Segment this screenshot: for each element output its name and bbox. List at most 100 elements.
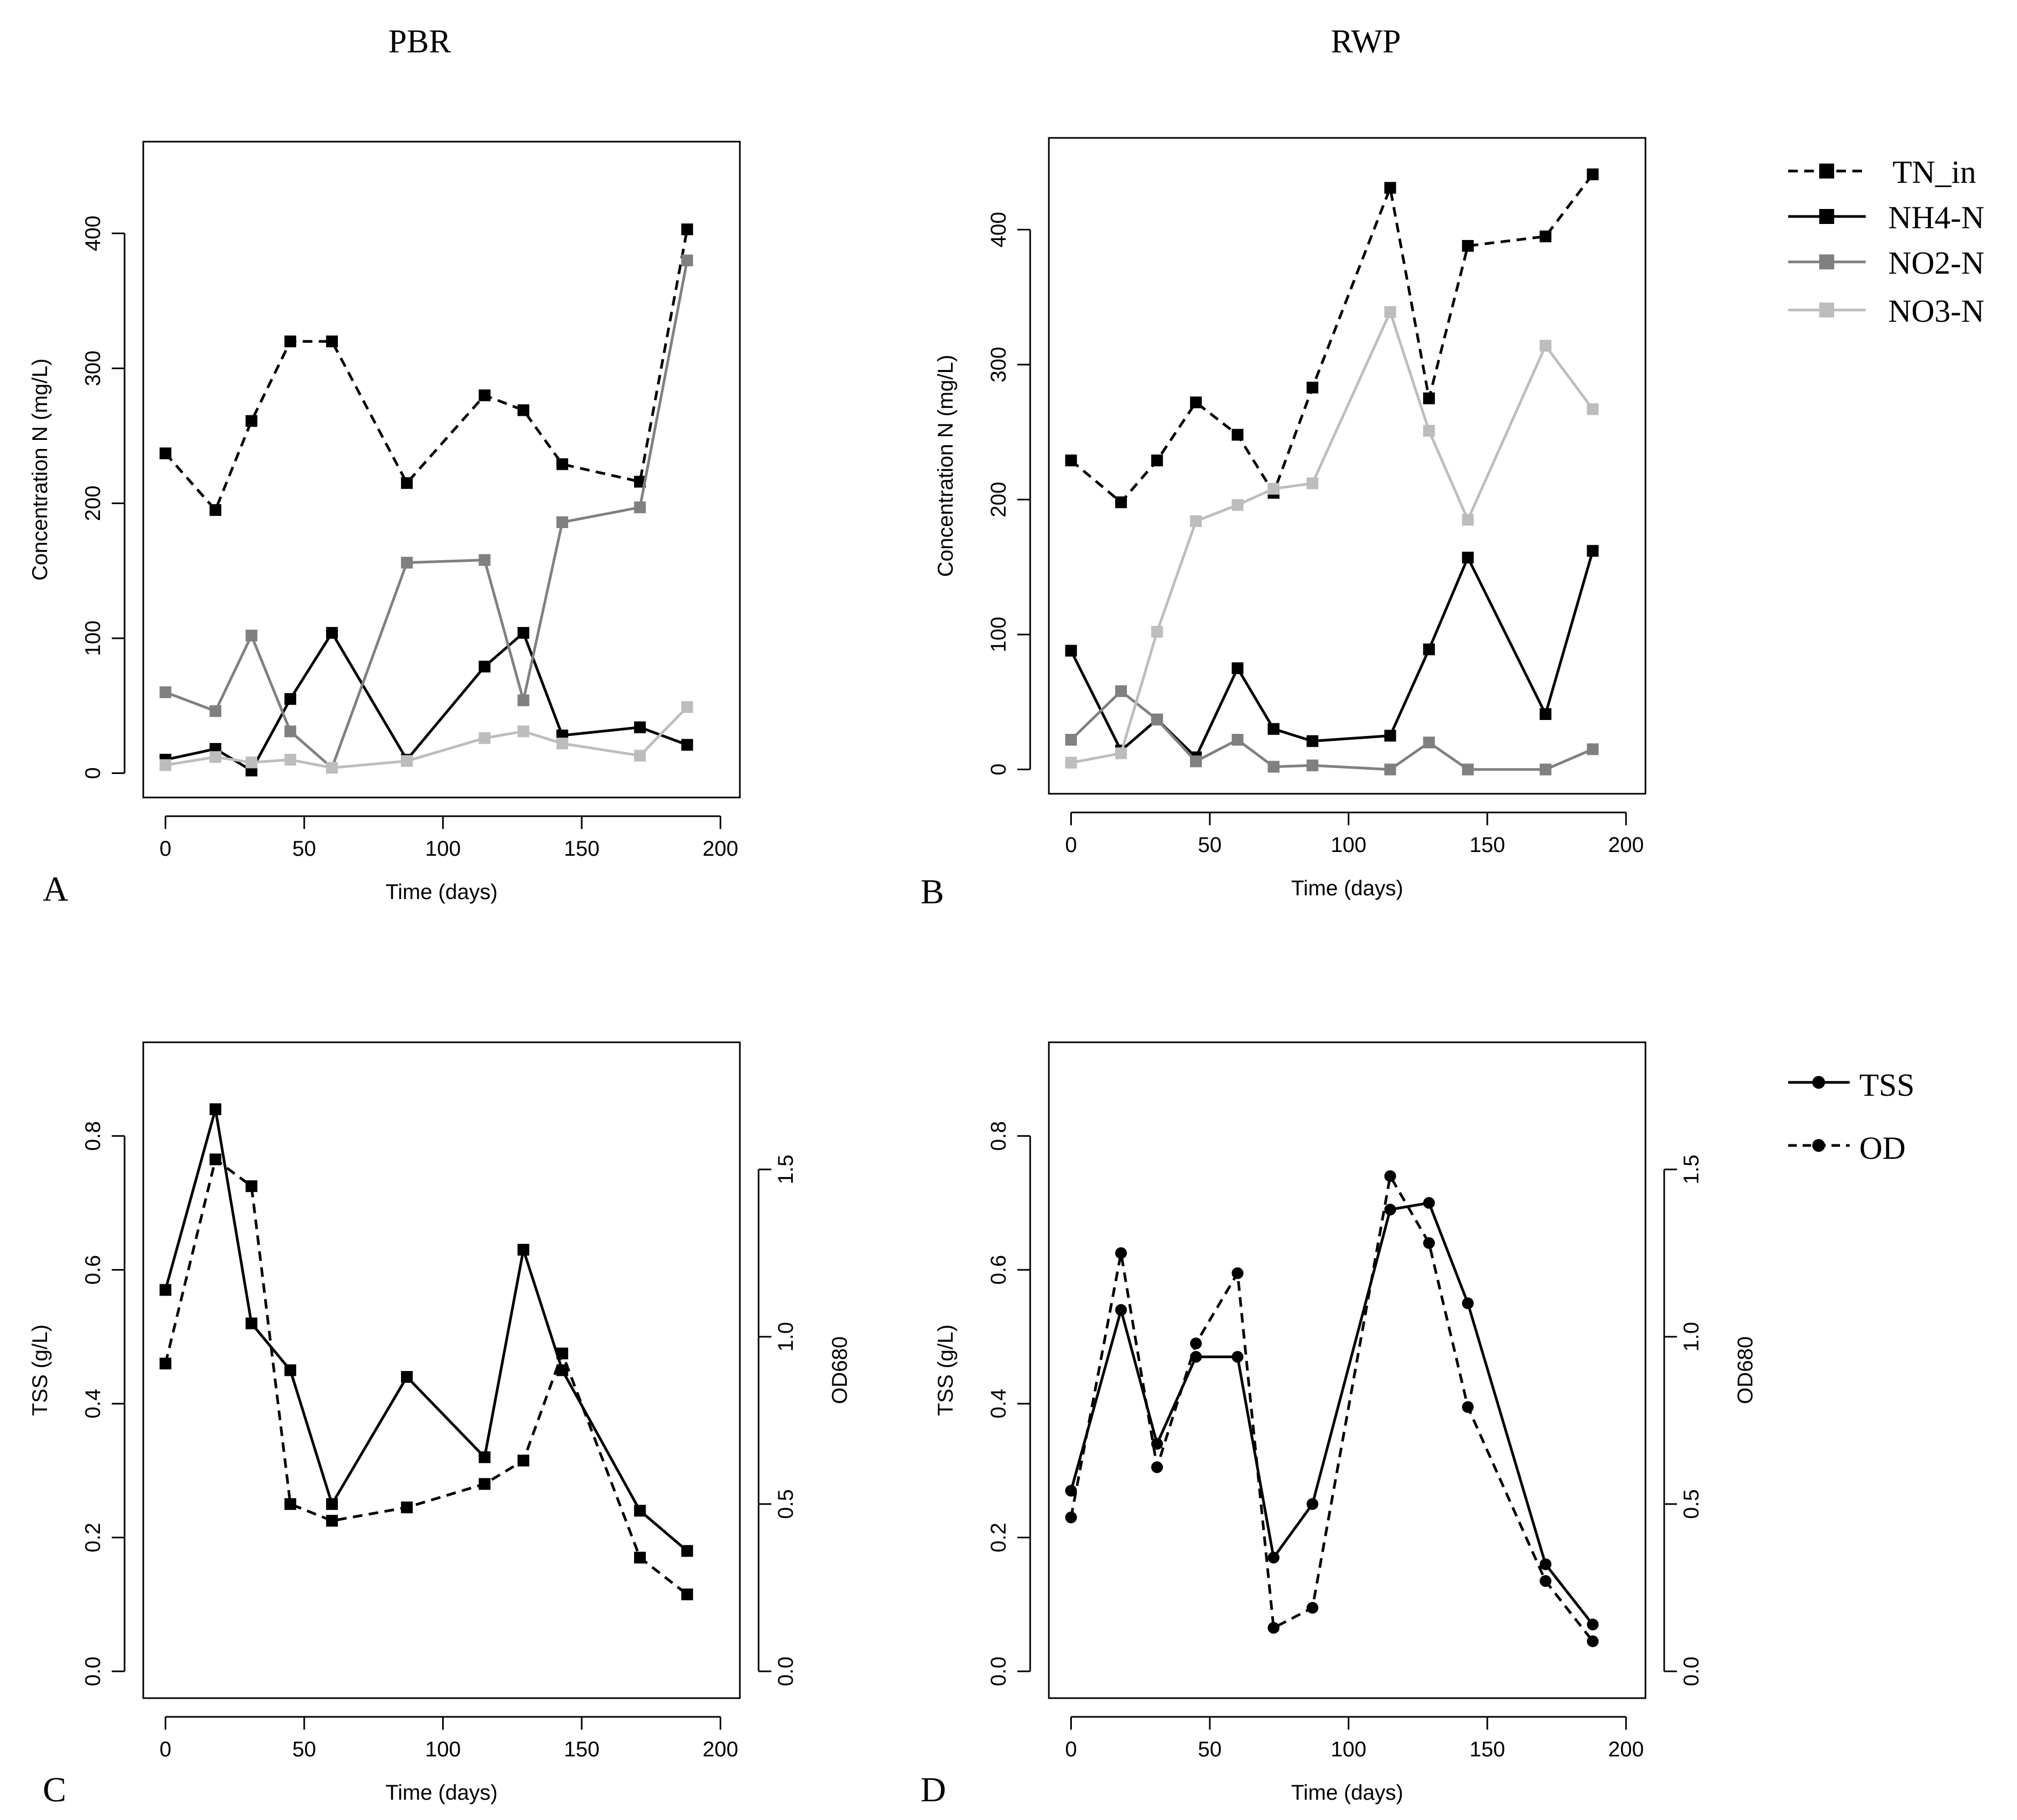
point-no2-n-day-143 — [556, 516, 568, 528]
y2-tick-label-1-0: 1.0 — [1680, 1322, 1703, 1352]
point-tss-day-171 — [634, 1505, 646, 1517]
y2-tick-label-1-5: 1.5 — [1680, 1155, 1703, 1184]
y-axis-left: 0 100 200 300 400 Concentration N (mg/L) — [934, 212, 1031, 776]
y-tick-label-0-8: 0.8 — [81, 1121, 105, 1151]
point-no2-n-day-129 — [1423, 737, 1435, 749]
point-no2-n-day-60 — [1232, 734, 1243, 746]
point-tn-in-day-45 — [1190, 396, 1202, 408]
point-tss-day-87 — [401, 1371, 413, 1383]
legend-biomass: TSS OD — [1788, 1067, 1914, 1166]
point-tss-day-188 — [1587, 1618, 1599, 1631]
y-tick-label-100: 100 — [81, 621, 105, 656]
panel-letter-b: B — [921, 872, 944, 911]
series-no3-n — [159, 701, 693, 774]
point-od-day-0 — [159, 1358, 172, 1369]
point-tss-day-0 — [159, 1284, 172, 1296]
point-tn-in-day-31 — [1151, 454, 1163, 467]
point-no3-n-day-18 — [210, 751, 221, 763]
series-no2-n — [1065, 685, 1599, 776]
x-tick-label-150: 150 — [1470, 1738, 1505, 1761]
point-no2-n-day-0 — [1065, 734, 1077, 746]
legend-label-tss: TSS — [1859, 1067, 1914, 1103]
y-axis-left: 0 100 200 300 400 Concentration N (mg/L) — [28, 215, 126, 779]
point-nh4-n-day-188 — [1587, 545, 1599, 557]
point-tss-day-171 — [1540, 1558, 1552, 1570]
y2-axis-label: OD680 — [828, 1336, 852, 1404]
series-line-od — [164, 1158, 688, 1596]
x-tick-label-200: 200 — [1608, 833, 1644, 857]
point-tn-in-day-0 — [1065, 454, 1077, 467]
x-tick-label-0: 0 — [1065, 1738, 1077, 1761]
y-axis-label: Concentration N (mg/L) — [28, 359, 52, 581]
chart-panel-c-pbr-biomass: 0 50 100 150 200 Time (days) 0.0 0.2 0.4 0.6 0.8 TS… — [28, 1041, 852, 1804]
y2-tick-label-1-5: 1.5 — [774, 1155, 798, 1184]
point-od-day-188 — [1587, 1635, 1599, 1647]
x-axis: 0 50 100 150 200 Time (days) — [159, 815, 738, 904]
panel-letter-a: A — [43, 870, 68, 909]
point-od-day-87 — [401, 1501, 413, 1514]
plot-frame — [142, 141, 741, 799]
point-no3-n-day-31 — [1151, 626, 1163, 638]
point-no3-n-day-60 — [326, 762, 338, 774]
y-axis-right: 0.0 0.5 1.0 1.5 OD680 — [758, 1155, 852, 1686]
point-no3-n-day-188 — [681, 701, 693, 713]
point-no2-n-day-143 — [1462, 763, 1474, 776]
point-tn-in-day-171 — [634, 476, 646, 488]
series-line-no2-n — [1070, 690, 1594, 771]
point-no2-n-day-188 — [1587, 743, 1599, 755]
point-tss-day-31 — [245, 1317, 258, 1329]
point-tn-in-day-18 — [1115, 496, 1127, 508]
point-tss-day-60 — [326, 1498, 338, 1510]
y-axis-label: TSS (g/L) — [28, 1325, 52, 1416]
point-no2-n-day-45 — [1190, 755, 1202, 768]
point-nh4-n-day-129 — [517, 627, 530, 639]
point-tss-day-115 — [1384, 1204, 1396, 1215]
x-tick-label-150: 150 — [564, 837, 600, 861]
point-od-day-171 — [1540, 1575, 1552, 1587]
x-tick-label-50: 50 — [292, 837, 316, 861]
point-nh4-n-day-60 — [1232, 662, 1243, 675]
series-nh4-n — [1065, 545, 1599, 763]
series-od — [1065, 1170, 1599, 1647]
panel-title-rwp: RWP — [1331, 24, 1401, 60]
point-tn-in-day-129 — [1423, 392, 1435, 405]
series-line-nh4-n — [1070, 550, 1594, 759]
x-tick-label-100: 100 — [1331, 1738, 1366, 1761]
x-axis: 0 50 100 150 200 Time (days) — [159, 1716, 738, 1804]
point-tss-day-45 — [1190, 1351, 1202, 1363]
point-od-day-18 — [210, 1153, 221, 1166]
x-tick-label-50: 50 — [1198, 833, 1222, 857]
point-no2-n-day-31 — [1151, 714, 1163, 726]
series-no3-n — [1065, 306, 1599, 769]
x-tick-label-100: 100 — [1331, 833, 1366, 857]
panel-title-pbr: PBR — [388, 24, 451, 60]
y-axis-left: 0.0 0.2 0.4 0.6 0.8 TSS (g/L) — [934, 1121, 1031, 1686]
y2-tick-label-0-5: 0.5 — [774, 1489, 798, 1519]
y-tick-label-0-0: 0.0 — [987, 1656, 1010, 1686]
point-tn-in-day-115 — [1384, 182, 1396, 194]
point-no2-n-day-45 — [284, 725, 297, 738]
point-nh4-n-day-115 — [1384, 730, 1396, 742]
point-od-day-45 — [284, 1498, 297, 1510]
point-nh4-n-day-0 — [1065, 645, 1077, 657]
point-no2-n-day-171 — [634, 501, 646, 514]
series-tss — [1065, 1197, 1599, 1631]
x-tick-label-200: 200 — [702, 1738, 738, 1761]
y-tick-label-400: 400 — [987, 212, 1010, 247]
x-tick-label-150: 150 — [1470, 833, 1505, 857]
point-tn-in-day-31 — [245, 415, 258, 427]
y-tick-label-200: 200 — [81, 485, 105, 521]
point-no3-n-day-18 — [1115, 747, 1127, 760]
point-tss-day-143 — [1462, 1297, 1474, 1310]
point-tss-day-143 — [556, 1364, 568, 1376]
point-no3-n-day-115 — [1384, 306, 1396, 318]
x-tick-label-100: 100 — [425, 1738, 461, 1761]
series-no2-n — [159, 254, 693, 774]
point-od-day-60 — [1232, 1267, 1243, 1279]
series-line-tss — [164, 1108, 689, 1552]
point-tn-in-day-115 — [478, 389, 491, 401]
point-no2-n-day-87 — [401, 556, 413, 569]
point-od-day-0 — [1065, 1511, 1077, 1523]
point-od-day-129 — [1423, 1237, 1435, 1249]
series-line-od — [1070, 1174, 1594, 1643]
